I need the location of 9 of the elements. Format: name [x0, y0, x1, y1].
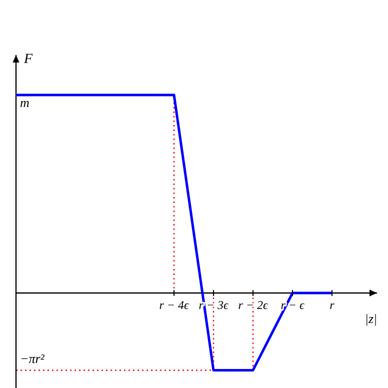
x-tick-label: r − 2ϵ: [238, 298, 269, 312]
y-axis-title: F: [23, 52, 33, 67]
annotation: −πr²: [20, 351, 46, 366]
x-tick-label: r − ϵ: [280, 298, 306, 312]
x-tick-label: r: [330, 298, 335, 312]
annotation: m: [20, 95, 30, 110]
x-tick-label: r − 4ϵ: [159, 298, 190, 312]
x-axis-title: |z|: [364, 311, 378, 326]
x-tick-label: r − 3ϵ: [198, 298, 230, 312]
